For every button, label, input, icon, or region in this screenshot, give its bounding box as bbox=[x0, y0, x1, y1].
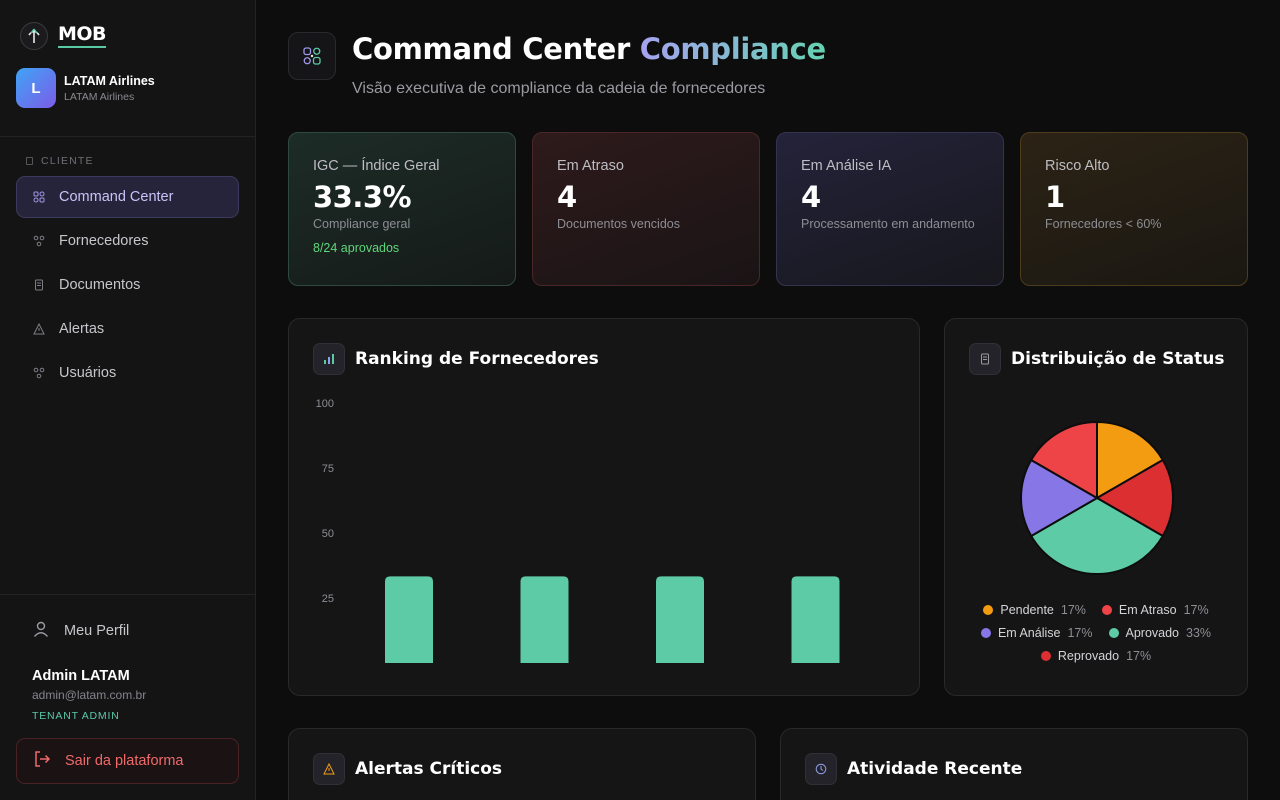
kpi-value: 4 bbox=[557, 180, 577, 214]
kpi-value: 1 bbox=[1045, 180, 1065, 214]
kpi-title: Em Atraso bbox=[557, 158, 624, 174]
kpi-card-em-analise: Em Análise IA 4 Processamento em andamen… bbox=[776, 132, 1004, 286]
legend-item-reprovado: Reprovado 17% bbox=[1040, 649, 1151, 663]
pie-legend: Pendente 17% Em Atraso 17% Em Análise 17% A… bbox=[945, 603, 1247, 672]
logout-icon bbox=[33, 750, 51, 772]
pie-slice-em-atraso[interactable] bbox=[1029, 420, 1098, 500]
bar-chart-icon bbox=[313, 343, 345, 375]
sidebar-item-label: Command Center bbox=[59, 189, 174, 205]
sidebar-item-label: Fornecedores bbox=[59, 233, 149, 249]
kpi-extra: 8/24 aprovados bbox=[313, 241, 400, 255]
logout-button[interactable]: Sair da plataforma bbox=[16, 738, 239, 784]
kpi-value: 4 bbox=[801, 180, 821, 214]
y-tick-label: 75 bbox=[322, 463, 334, 475]
tenant-name: LATAM Airlines bbox=[64, 73, 155, 88]
ranking-title: Ranking de Fornecedores bbox=[355, 349, 599, 369]
clock-icon bbox=[805, 753, 837, 785]
sidebar-item-label: Documentos bbox=[59, 277, 141, 293]
tenant-subtitle: LATAM Airlines bbox=[64, 90, 135, 103]
tenant-switcher[interactable]: L LATAM Airlines LATAM Airlines bbox=[16, 68, 155, 108]
kpi-card-em-atraso: Em Atraso 4 Documentos vencidos bbox=[532, 132, 760, 286]
document-icon bbox=[33, 279, 45, 291]
pie-slice-em-analise[interactable] bbox=[1020, 458, 1099, 538]
sidebar-item-label: Usuários bbox=[59, 365, 117, 381]
brand-logo[interactable]: MOB bbox=[20, 22, 107, 50]
user-role-badge: TENANT ADMIN bbox=[32, 710, 120, 722]
warning-icon bbox=[33, 323, 45, 335]
kpi-title: IGC — Índice Geral bbox=[313, 158, 440, 174]
section-square-icon bbox=[26, 157, 33, 165]
bar[interactable] bbox=[520, 576, 569, 663]
ranking-bar-chart: 100 75 50 25 bbox=[316, 398, 840, 663]
page-title: Command Center Compliance bbox=[352, 32, 826, 66]
network-icon bbox=[33, 235, 45, 247]
distribution-title: Distribuição de Status bbox=[1011, 349, 1225, 369]
legend-item-em-atraso: Em Atraso 17% bbox=[1101, 603, 1209, 617]
sidebar-item-alertas[interactable]: Alertas bbox=[16, 308, 239, 350]
document-icon bbox=[969, 343, 1001, 375]
my-profile-label: Meu Perfil bbox=[64, 623, 130, 639]
y-tick-label: 50 bbox=[322, 528, 334, 540]
user-email: admin@latam.com.br bbox=[32, 688, 147, 702]
bar[interactable] bbox=[656, 576, 704, 663]
logo-emblem-icon bbox=[20, 22, 48, 50]
y-tick-label: 100 bbox=[316, 398, 334, 410]
kpi-subtitle: Processamento em andamento bbox=[801, 217, 975, 231]
y-tick-label: 25 bbox=[322, 593, 334, 605]
page-title-accent: Compliance bbox=[639, 32, 826, 66]
kpi-subtitle: Compliance geral bbox=[313, 217, 411, 231]
page-title-main: Command Center bbox=[352, 32, 630, 66]
pie-slice-reprovado[interactable] bbox=[1095, 458, 1174, 538]
page-subtitle: Visão executiva de compliance da cadeia … bbox=[352, 80, 766, 97]
legend-item-aprovado: Aprovado 33% bbox=[1108, 626, 1211, 640]
ranking-card: Ranking de Fornecedores 100 75 50 25 bbox=[288, 318, 920, 696]
warning-icon bbox=[313, 753, 345, 785]
user-icon bbox=[32, 620, 50, 642]
tenant-avatar: L bbox=[16, 68, 56, 108]
kpi-subtitle: Documentos vencidos bbox=[557, 217, 680, 231]
kpi-value: 33.3% bbox=[313, 180, 412, 214]
kpi-subtitle: Fornecedores < 60% bbox=[1045, 217, 1162, 231]
kpi-title: Risco Alto bbox=[1045, 158, 1110, 174]
bar[interactable] bbox=[791, 576, 840, 663]
legend-item-pendente: Pendente 17% bbox=[983, 603, 1086, 617]
recent-activity-card: Atividade Recente bbox=[780, 728, 1248, 800]
legend-item-em-analise: Em Análise 17% bbox=[980, 626, 1093, 640]
critical-alerts-card: Alertas Críticos bbox=[288, 728, 756, 800]
sidebar-divider bbox=[0, 594, 255, 595]
sidebar-item-label: Alertas bbox=[59, 321, 105, 337]
sidebar-divider bbox=[0, 136, 255, 137]
pie-slice-pendente[interactable] bbox=[1096, 420, 1165, 500]
sidebar-item-documentos[interactable]: Documentos bbox=[16, 264, 239, 306]
sidebar-item-fornecedores[interactable]: Fornecedores bbox=[16, 220, 239, 262]
logo-text: MOB bbox=[58, 24, 107, 48]
my-profile-link[interactable]: Meu Perfil bbox=[32, 620, 129, 642]
sidebar-nav: Command Center Fornecedores Documentos A… bbox=[16, 176, 239, 396]
sidebar-item-usuarios[interactable]: Usuários bbox=[16, 352, 239, 394]
command-icon bbox=[33, 191, 45, 203]
user-name: Admin LATAM bbox=[32, 668, 130, 684]
kpi-title: Em Análise IA bbox=[801, 158, 892, 174]
header-command-icon bbox=[288, 32, 336, 80]
alerts-title: Alertas Críticos bbox=[355, 759, 503, 779]
nav-section-label: CLIENTE bbox=[26, 155, 94, 167]
activity-title: Atividade Recente bbox=[847, 759, 1023, 779]
status-distribution-card: Distribuição de Status Pendente 17% Em At… bbox=[944, 318, 1248, 696]
pie-slice-aprovado[interactable] bbox=[1029, 496, 1165, 575]
user-info: Admin LATAM admin@latam.com.br TENANT AD… bbox=[32, 668, 146, 722]
bar[interactable] bbox=[385, 576, 433, 663]
sidebar: MOB L LATAM Airlines LATAM Airlines CLIE… bbox=[0, 0, 256, 800]
sidebar-item-command-center[interactable]: Command Center bbox=[16, 176, 239, 218]
status-pie-chart bbox=[1020, 420, 1174, 575]
kpi-card-igc: IGC — Índice Geral 33.3% Compliance gera… bbox=[288, 132, 516, 286]
kpi-card-risco-alto: Risco Alto 1 Fornecedores < 60% bbox=[1020, 132, 1248, 286]
logout-label: Sair da plataforma bbox=[65, 753, 184, 769]
users-icon bbox=[33, 367, 45, 379]
